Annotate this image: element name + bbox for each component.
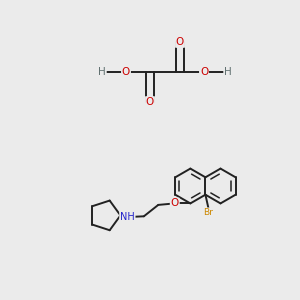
Text: O: O xyxy=(122,67,130,77)
Text: NH: NH xyxy=(120,212,135,222)
Text: O: O xyxy=(200,67,208,77)
Text: O: O xyxy=(146,97,154,107)
Text: O: O xyxy=(176,37,184,47)
Text: H: H xyxy=(98,67,106,77)
Text: H: H xyxy=(224,67,232,77)
Text: Br: Br xyxy=(203,208,213,217)
Text: O: O xyxy=(171,198,179,208)
